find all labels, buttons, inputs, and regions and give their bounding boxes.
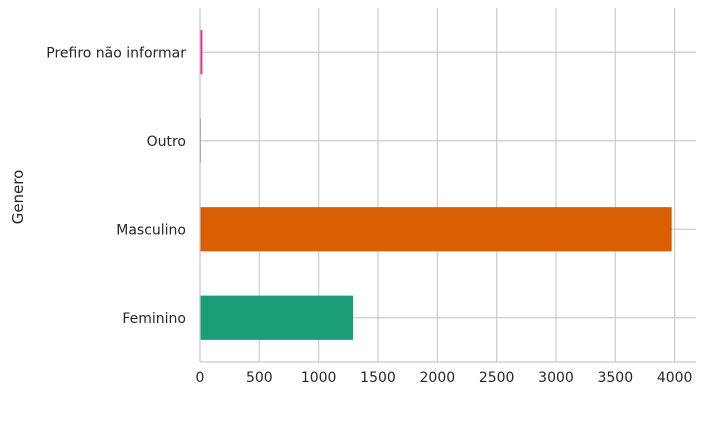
x-tick-label: 3000 <box>538 370 574 386</box>
y-tick-label: Outro <box>147 134 186 150</box>
y-axis-label: Genero <box>9 170 27 225</box>
bars <box>200 30 672 340</box>
y-tick-label: Prefiro não informar <box>46 45 186 61</box>
y-tick-label: Feminino <box>122 311 186 327</box>
x-tick-label: 2000 <box>420 370 456 386</box>
tick-labels: 0 500 1000 1500 2000 2500 3000 3500 4000 Feminino… <box>46 45 692 386</box>
x-tick-label: 0 <box>196 370 205 386</box>
x-tick-label: 1500 <box>360 370 396 386</box>
bar-prefiro-n-o-informar <box>200 30 203 75</box>
x-tick-label: 1000 <box>301 370 337 386</box>
x-tick-label: 2500 <box>479 370 515 386</box>
bar-masculino <box>200 207 672 252</box>
x-tick-label: 500 <box>246 370 273 386</box>
axes-spines <box>199 8 696 363</box>
x-tick-label: 4000 <box>657 370 693 386</box>
y-tick-label: Masculino <box>116 222 186 238</box>
bar-feminino <box>200 295 354 340</box>
x-tick-label: 3500 <box>597 370 633 386</box>
